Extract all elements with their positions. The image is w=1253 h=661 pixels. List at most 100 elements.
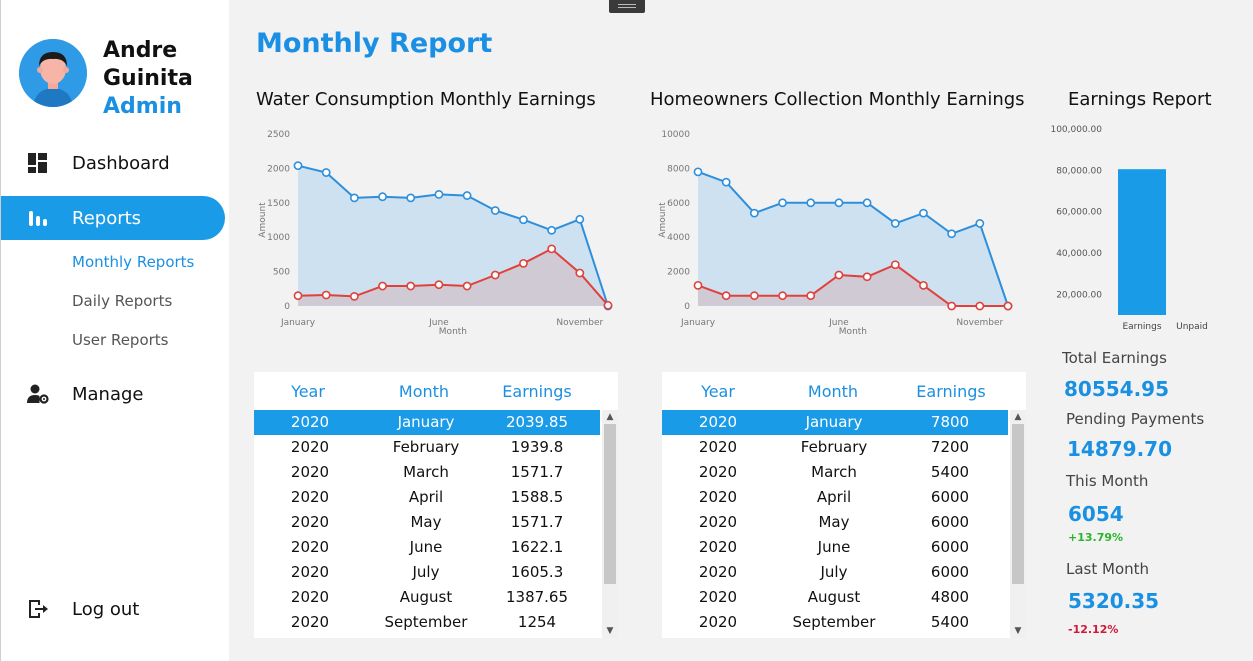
table-row[interactable]: 2020 August 4800 <box>662 585 1008 610</box>
cell-month: July <box>820 563 848 581</box>
data-point[interactable] <box>975 219 985 228</box>
last-month-change: -12.12% <box>1068 623 1119 636</box>
data-point[interactable] <box>693 167 703 177</box>
data-point[interactable] <box>406 281 416 291</box>
table-scrollbar[interactable]: ▲ ▼ <box>602 410 618 638</box>
data-point[interactable] <box>519 215 528 225</box>
data-point[interactable] <box>834 198 844 208</box>
data-point[interactable] <box>462 281 472 291</box>
bar-category-label: Unpaid <box>1176 322 1208 332</box>
data-point[interactable] <box>490 270 500 280</box>
scroll-down-icon[interactable]: ▼ <box>606 626 614 636</box>
header-earnings[interactable]: Earnings <box>502 382 572 401</box>
table-row[interactable]: 2020 May 6000 <box>662 510 1008 535</box>
data-point[interactable] <box>975 301 985 311</box>
nav-reports-label: Reports <box>72 207 142 229</box>
data-point[interactable] <box>693 280 703 290</box>
subnav-daily-reports[interactable]: Daily Reports <box>72 292 173 310</box>
table-row[interactable]: 2020 July 6000 <box>662 560 1008 585</box>
nav-logout-label: Log out <box>72 598 140 620</box>
data-point[interactable] <box>749 291 759 301</box>
data-point[interactable] <box>947 301 957 311</box>
header-month[interactable]: Month <box>398 382 450 401</box>
data-point[interactable] <box>778 291 787 301</box>
subnav-user-reports[interactable]: User Reports <box>72 331 169 349</box>
table-row[interactable]: 2020 April 1588.5 <box>254 485 600 510</box>
bar-earnings[interactable] <box>1118 169 1166 315</box>
nav-logout[interactable]: Log out <box>1 587 225 631</box>
table-row[interactable]: 2020 June 6000 <box>662 535 1008 560</box>
data-point[interactable] <box>575 214 585 224</box>
table-row[interactable]: 2020 May 1571.7 <box>254 510 600 535</box>
table-row[interactable]: 2020 January 7800 <box>662 410 1008 435</box>
data-point[interactable] <box>490 206 500 215</box>
data-point[interactable] <box>806 291 816 301</box>
data-point[interactable] <box>293 291 303 301</box>
data-point[interactable] <box>378 192 387 202</box>
table-row[interactable]: 2020 April 6000 <box>662 485 1008 510</box>
data-point[interactable] <box>547 244 557 254</box>
subnav-monthly-reports[interactable]: Monthly Reports <box>72 253 195 271</box>
data-point[interactable] <box>293 161 303 171</box>
data-point[interactable] <box>890 260 900 270</box>
table-row[interactable]: 2020 August 1387.65 <box>254 585 600 610</box>
cell-earnings: 1387.65 <box>505 588 569 606</box>
table-row[interactable]: 2020 January 2039.85 <box>254 410 600 435</box>
header-month[interactable]: Month <box>807 382 859 401</box>
scroll-thumb[interactable] <box>1012 424 1024 584</box>
scroll-up-icon[interactable]: ▲ <box>606 412 614 422</box>
data-point[interactable] <box>378 281 387 291</box>
data-point[interactable] <box>519 258 528 268</box>
data-point[interactable] <box>919 208 928 218</box>
cell-month: February <box>392 438 460 456</box>
data-point[interactable] <box>349 291 359 301</box>
data-point[interactable] <box>749 208 759 218</box>
data-point[interactable] <box>778 198 787 208</box>
total-earnings-value: 80554.95 <box>1064 377 1170 401</box>
data-point[interactable] <box>434 280 444 290</box>
table-row[interactable]: 2020 June 1622.1 <box>254 535 600 560</box>
data-point[interactable] <box>947 229 957 239</box>
table-row[interactable]: 2020 February 1939.8 <box>254 435 600 460</box>
window-drag-handle[interactable] <box>609 0 645 13</box>
data-point[interactable] <box>862 272 872 282</box>
header-earnings[interactable]: Earnings <box>916 382 986 401</box>
header-year[interactable]: Year <box>291 382 325 401</box>
table-row[interactable]: 2020 July 1605.3 <box>254 560 600 585</box>
table-header: Year Month Earnings <box>662 382 1026 404</box>
data-point[interactable] <box>806 198 816 208</box>
nav-manage[interactable]: Manage <box>1 372 225 416</box>
scroll-up-icon[interactable]: ▲ <box>1014 412 1022 422</box>
data-point[interactable] <box>434 189 444 199</box>
table-row[interactable]: 2020 March 5400 <box>662 460 1008 485</box>
data-point[interactable] <box>919 280 928 290</box>
table-row[interactable]: 2020 February 7200 <box>662 435 1008 460</box>
data-point[interactable] <box>462 191 472 200</box>
data-point[interactable] <box>1003 301 1013 311</box>
data-point[interactable] <box>721 291 731 301</box>
y-tick-label: 1500 <box>267 199 290 209</box>
table-scrollbar[interactable]: ▲ ▼ <box>1010 410 1026 638</box>
table-row[interactable]: 2020 March 1571.7 <box>254 460 600 485</box>
header-year[interactable]: Year <box>701 382 735 401</box>
this-month-label: This Month <box>1066 472 1149 490</box>
table-row[interactable]: 2020 September 5400 <box>662 610 1008 635</box>
data-point[interactable] <box>349 193 359 203</box>
nav-dashboard[interactable]: Dashboard <box>1 141 225 185</box>
scroll-thumb[interactable] <box>604 424 616 584</box>
nav-reports[interactable]: Reports <box>1 196 225 240</box>
data-point[interactable] <box>321 168 331 177</box>
data-point[interactable] <box>575 268 585 278</box>
data-point[interactable] <box>603 300 613 310</box>
series-area <box>298 248 608 306</box>
data-point[interactable] <box>321 290 331 300</box>
data-point[interactable] <box>890 219 900 228</box>
data-point[interactable] <box>862 198 872 208</box>
data-point[interactable] <box>721 177 731 187</box>
data-point[interactable] <box>406 193 416 203</box>
scroll-down-icon[interactable]: ▼ <box>1014 626 1022 636</box>
data-point[interactable] <box>834 270 844 280</box>
cell-year: 2020 <box>698 613 738 631</box>
table-row[interactable]: 2020 September 1254 <box>254 610 600 635</box>
data-point[interactable] <box>547 225 557 235</box>
